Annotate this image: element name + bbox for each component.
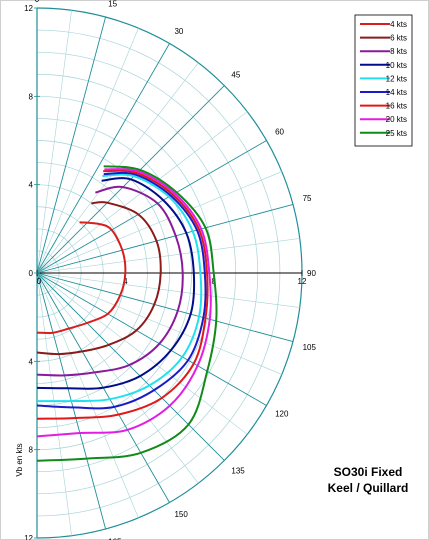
angle-label: 60 xyxy=(275,128,284,137)
series-curve-4-kts xyxy=(36,221,127,334)
grid-spoke xyxy=(36,272,139,518)
legend-label: 25 kts xyxy=(386,129,407,138)
chart-title: SO30i Fixed xyxy=(334,465,403,479)
angle-label: 15 xyxy=(108,0,117,8)
v-tick-label: 4 xyxy=(29,181,34,190)
v-tick-label: 12 xyxy=(24,4,33,13)
series-curve-10-kts xyxy=(36,177,196,390)
legend-label: 14 kts xyxy=(386,88,407,97)
grid-spoke xyxy=(36,272,300,308)
v-tick-label: 12 xyxy=(24,534,33,540)
grid-spoke xyxy=(36,272,72,536)
grid-spoke xyxy=(36,272,248,435)
grid-spoke xyxy=(36,272,199,484)
legend: 4 kts 6 kts 8 kts 10 kts 12 kts 14 kts 16 kts 2… xyxy=(354,14,413,147)
grid-spoke xyxy=(36,62,199,274)
series-curve-8-kts xyxy=(36,185,184,377)
grid-spoke xyxy=(36,111,248,274)
series-curve-20-kts xyxy=(36,168,212,438)
angle-label: 120 xyxy=(275,409,289,418)
angle-label: 75 xyxy=(303,194,312,203)
angle-label: 150 xyxy=(174,510,188,519)
series-curve-14-kts xyxy=(36,171,207,410)
series-curves xyxy=(36,165,218,462)
series-curve-16-kts xyxy=(36,169,209,420)
grid-spoke xyxy=(36,140,267,274)
angle-label: 45 xyxy=(231,71,240,80)
angle-label: 0 xyxy=(35,0,40,4)
h-tick-label: 12 xyxy=(298,277,307,286)
legend-label: 8 kts xyxy=(390,47,407,56)
grid-spoke xyxy=(36,43,170,274)
grid-spoke xyxy=(36,28,139,274)
grid-spoke xyxy=(36,272,294,343)
v-tick-label: 0 xyxy=(29,269,34,278)
series-curve-6-kts xyxy=(36,201,162,356)
chart-subtitle: Keel / Quillard xyxy=(328,481,409,495)
series-curve-12-kts xyxy=(36,173,203,403)
angle-label: 90 xyxy=(307,269,316,278)
polar-axes xyxy=(34,7,303,539)
tick-labels: 0481212840481201530456075901051201351501… xyxy=(24,0,316,540)
legend-label: 4 kts xyxy=(390,20,407,29)
grid-spoke xyxy=(36,171,282,274)
h-tick-label: 0 xyxy=(37,277,42,286)
grid-spoke xyxy=(36,272,225,461)
grid-spoke xyxy=(36,16,107,274)
grid-spoke xyxy=(36,272,267,406)
legend-label: 16 kts xyxy=(386,102,407,111)
grid-spoke xyxy=(36,10,72,274)
v-tick-label: 8 xyxy=(29,446,34,455)
angle-label: 135 xyxy=(231,466,245,475)
v-tick-label: 4 xyxy=(29,357,34,366)
angle-label: 165 xyxy=(108,538,122,540)
grid-spoke xyxy=(36,203,294,274)
h-tick-label: 4 xyxy=(123,277,128,286)
angle-label: 30 xyxy=(174,27,183,36)
legend-label: 6 kts xyxy=(390,34,407,43)
grid-spoke xyxy=(36,238,300,274)
angle-label: 105 xyxy=(303,343,317,352)
y-axis-label: Vb en kts xyxy=(15,443,24,476)
legend-label: 10 kts xyxy=(386,61,407,70)
v-tick-label: 8 xyxy=(29,92,34,101)
series-curve-25-kts xyxy=(36,165,218,462)
legend-label: 20 kts xyxy=(386,115,407,124)
legend-label: 12 kts xyxy=(386,74,407,83)
grid-spoke xyxy=(36,272,282,375)
